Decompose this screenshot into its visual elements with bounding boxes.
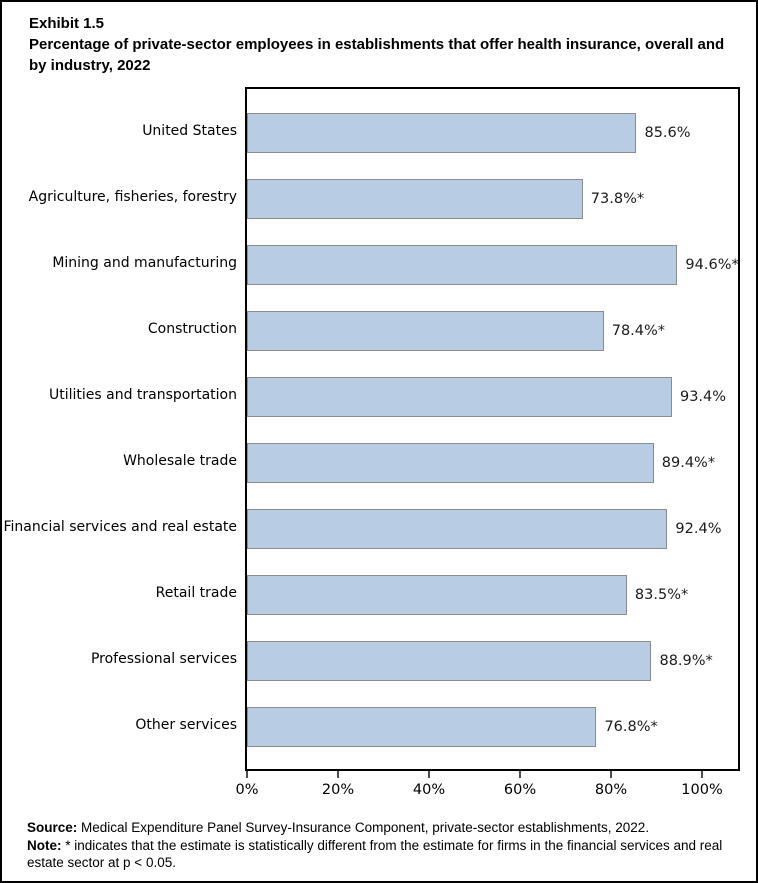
value-label: 83.5%* (634, 587, 689, 603)
chart-title: Percentage of private-sector employees i… (29, 36, 725, 74)
x-axis-tick (246, 771, 248, 778)
footer: Source: Medical Expenditure Panel Survey… (27, 819, 739, 872)
x-axis-tick-label: 80% (594, 782, 628, 798)
value-label: 78.4%* (611, 323, 666, 339)
category-label: Retail trade (155, 585, 237, 601)
exhibit-number: Exhibit 1.5 (29, 15, 105, 32)
bar (247, 707, 597, 747)
source-text: Medical Expenditure Panel Survey-Insuran… (77, 820, 650, 835)
category-label: Mining and manufacturing (52, 255, 237, 271)
bar (247, 575, 627, 615)
value-label: 89.4%* (661, 455, 716, 471)
value-label: 85.6% (644, 125, 691, 141)
x-axis-tick (337, 771, 339, 778)
value-label: 94.6%* (685, 257, 739, 273)
bar (247, 509, 668, 549)
value-label: 93.4% (679, 389, 727, 405)
bar (247, 179, 583, 219)
x-axis-tick-label: 20% (321, 782, 355, 798)
category-label: Financial services and real estate (3, 519, 238, 535)
category-label: Professional services (90, 651, 237, 667)
x-axis-tick-label: 60% (503, 782, 537, 798)
x-axis-tick-label: 40% (412, 782, 446, 798)
title-block: Exhibit 1.5 Percentage of private-sector… (29, 13, 735, 76)
x-axis-tick (519, 771, 521, 778)
x-axis: 0% 20% 40% 60% 80% 100% (235, 771, 740, 811)
bar (247, 245, 678, 285)
category-labels: United States Agriculture, fisheries, for… (2, 87, 238, 771)
value-label: 76.8%* (604, 719, 658, 735)
note-line: Note: * indicates that the estimate is s… (27, 837, 739, 872)
category-label: Utilities and transportation (48, 387, 237, 403)
note-label: Note: (27, 837, 62, 853)
source-line: Source: Medical Expenditure Panel Survey… (27, 819, 739, 837)
category-label: United States (142, 123, 237, 139)
category-label: Wholesale trade (123, 453, 237, 469)
x-axis-tick (428, 771, 430, 778)
category-label: Construction (147, 321, 237, 337)
bar (247, 443, 654, 483)
x-axis-tick-label: 100% (681, 782, 723, 798)
bar (247, 377, 672, 417)
bar (247, 311, 604, 351)
value-label: 88.9%* (659, 653, 713, 669)
value-label: 92.4% (675, 521, 722, 537)
x-axis-tick-label: 0% (235, 782, 259, 798)
category-label: Other services (135, 717, 237, 733)
value-label: 73.8%* (590, 191, 645, 207)
bar (247, 113, 637, 153)
x-axis-tick (610, 771, 612, 778)
plot-area: 85.6% 73.8%* 94.6%* 78.4%* 93.4% 89.4%* 92.4% 8… (245, 87, 740, 771)
bar (247, 641, 652, 681)
x-axis-tick (701, 771, 703, 778)
category-label: Agriculture, fisheries, forestry (28, 189, 237, 205)
note-text: * indicates that the estimate is statist… (27, 837, 723, 871)
source-label: Source: (27, 820, 78, 835)
